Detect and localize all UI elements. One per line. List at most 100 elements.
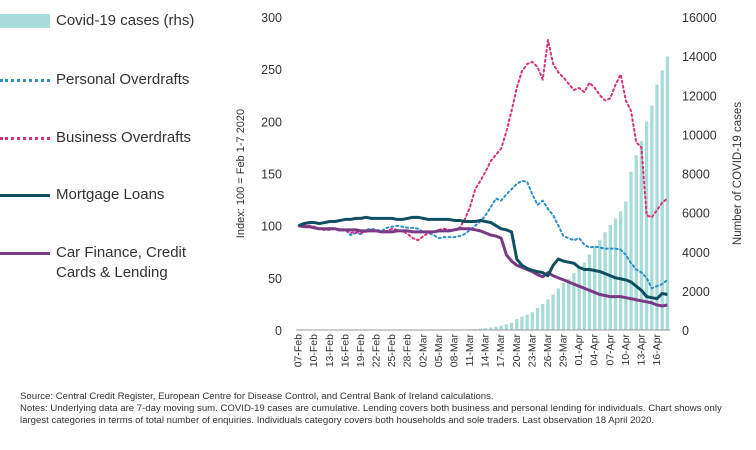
legend-label-business-overdrafts: Business Overdrafts: [56, 129, 192, 146]
legend-item-business-overdrafts: Business Overdrafts: [0, 127, 250, 149]
covid-bar: [515, 319, 519, 330]
x-tick-label: 13-Apr: [635, 333, 647, 365]
legend-label-car-finance: Car Finance, Credit Cards & Lending: [56, 244, 187, 281]
covid-bar: [520, 316, 524, 330]
x-tick-label: 29-Mar: [558, 334, 570, 368]
x-tick-label: 07-Feb: [293, 334, 305, 367]
covid-bar: [598, 239, 602, 330]
covid-bar: [535, 307, 540, 330]
x-tick-label: 10-Feb: [308, 334, 320, 367]
y-tick-label-right: 12000: [682, 89, 717, 103]
y-tick-label-right: 2000: [682, 285, 710, 299]
y-tick-label-left: 150: [261, 168, 282, 182]
covid-bar: [587, 254, 592, 330]
covid-bar: [618, 211, 623, 330]
covid-bar: [608, 225, 612, 330]
covid-bar: [624, 201, 628, 330]
x-tick-label: 04-Apr: [589, 333, 601, 365]
y-tick-label-left: 50: [268, 272, 282, 286]
covid-bar: [504, 324, 509, 330]
x-tick-label: 07-Apr: [604, 333, 616, 365]
covid-bar: [499, 325, 503, 330]
covid-bar: [483, 328, 488, 330]
legend-label-mortgage-loans: Mortgage Loans: [56, 186, 165, 203]
chart-svg: 07-Feb 10-Feb 13-Feb 16-Feb 19-Feb 22-Feb 25-F…: [235, 11, 744, 367]
x-tick-label: 14-Mar: [480, 334, 492, 368]
y-tick-label-right: 16000: [682, 11, 717, 25]
legend-swatch-car-finance: [0, 252, 50, 255]
x-tick-label: 16-Apr: [651, 333, 663, 365]
series-line-mortgage-loans: [298, 215, 668, 301]
x-tick-label: 11-Mar: [464, 334, 476, 367]
covid-bar: [634, 155, 638, 330]
series-line-personal-overdrafts: [297, 179, 669, 290]
legend-item-covid: Covid-19 cases (rhs): [0, 11, 250, 33]
x-tick-label: 13-Feb: [324, 334, 336, 367]
y-tick-label-left: 300: [261, 11, 282, 25]
y-tick-label-left: 100: [261, 220, 282, 234]
legend-swatch-personal-overdrafts: [0, 79, 50, 82]
y-tick-label-right: 8000: [682, 168, 710, 182]
covid-bar: [567, 278, 571, 330]
y-tick-label-right: 6000: [682, 207, 710, 221]
covid-bar: [541, 304, 545, 330]
legend-swatch-mortgage-loans: [0, 194, 50, 197]
y-tick-label-right: 4000: [682, 246, 710, 260]
x-tick-label: 08-Mar: [448, 334, 460, 368]
covid-bar: [582, 262, 586, 330]
x-tick-label: 16-Feb: [339, 334, 351, 367]
index-lines: [297, 38, 669, 308]
covid-bar: [525, 314, 529, 330]
x-tick-label: 19-Feb: [355, 334, 367, 367]
covid-bar: [655, 84, 659, 330]
source-note: Source: Central Credit Register, Europea…: [20, 391, 494, 402]
x-tick-label: 02-Mar: [417, 334, 429, 368]
covid-bar: [551, 294, 555, 330]
covid-bar: [530, 312, 534, 330]
legend-label-covid: Covid-19 cases (rhs): [56, 12, 195, 29]
covid-bar: [572, 273, 576, 330]
series-line-car-finance-credit-cards-lending: [298, 224, 668, 308]
chart-axes: 07-Feb 10-Feb 13-Feb 16-Feb 19-Feb 22-Feb 25-F…: [235, 11, 744, 367]
y-axis-title-right: Number of COVID-19 cases: [732, 102, 744, 245]
x-tick-label: 28-Feb: [402, 334, 414, 367]
covid-bar: [665, 56, 670, 331]
covid-bar: [644, 121, 649, 330]
notes-text: Notes: Underlying data are 7-day moving …: [20, 403, 722, 426]
y-tick-label-right: 14000: [682, 50, 717, 64]
y-tick-label-left: 0: [275, 324, 282, 338]
covid-bar: [660, 70, 664, 330]
covid-bar: [613, 218, 618, 330]
covid-bar: [593, 246, 597, 330]
covid-bar: [494, 326, 498, 330]
legend-item-personal-overdrafts: Personal Overdrafts: [0, 69, 250, 91]
y-tick-label-left: 200: [261, 115, 282, 129]
legend-swatch-business-overdrafts: [0, 137, 50, 140]
x-tick-label: 05-Mar: [433, 334, 445, 368]
series-line-business-overdrafts: [297, 38, 669, 242]
x-tick-label: 10-Apr: [620, 333, 632, 365]
covid-bar: [603, 232, 607, 330]
covid-bar: [478, 328, 483, 330]
x-tick-label: 01-Apr: [573, 333, 585, 365]
y-tick-label-left: 250: [261, 63, 282, 77]
y-tick-label-right: 10000: [682, 128, 717, 142]
x-tick-label: 23-Mar: [526, 334, 538, 368]
x-tick-label: 22-Feb: [371, 334, 383, 367]
covid-bar: [577, 266, 581, 330]
y-axis-title-left: Index: 100 = Feb 1-7 2020: [235, 109, 247, 238]
legend-item-car-finance: Car Finance, Credit Cards & Lending: [0, 242, 250, 286]
covid-bar: [639, 141, 644, 330]
chart-notes: Source: Central Credit Register, Europea…: [20, 391, 740, 427]
covid-bars: [416, 56, 670, 331]
covid-bar: [546, 299, 550, 330]
covid-bar: [629, 171, 633, 330]
y-tick-label-right: 0: [682, 324, 689, 338]
x-tick-label: 17-Mar: [495, 334, 507, 368]
covid-bar: [489, 327, 493, 330]
legend-swatch-covid: [0, 14, 50, 28]
x-tick-label: 25-Feb: [386, 334, 398, 367]
covid-bar: [509, 322, 514, 330]
covid-bar: [556, 288, 560, 330]
legend-label-personal-overdrafts: Personal Overdrafts: [56, 71, 190, 88]
